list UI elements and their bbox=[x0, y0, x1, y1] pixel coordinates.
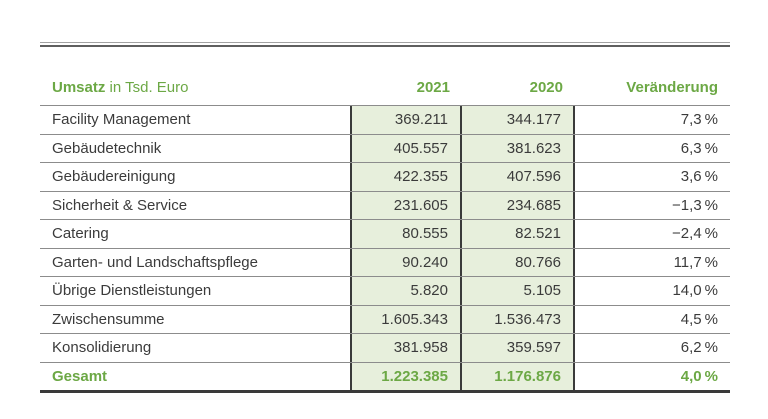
col-header-2021: 2021 bbox=[416, 79, 450, 96]
value-2020: 344.177 bbox=[462, 106, 575, 134]
value-2021: 1.223.385 bbox=[350, 362, 462, 390]
table-row: Sicherheit & Service 231.605 234.685 −1,… bbox=[40, 190, 730, 219]
table-row: Catering 80.555 82.521 −2,4 % bbox=[40, 219, 730, 248]
value-2021: 381.958 bbox=[350, 334, 462, 362]
table-header-row: Umsatz in Tsd. Euro 2021 2020 Veränderun… bbox=[40, 47, 730, 105]
value-2020: 1.536.473 bbox=[462, 305, 575, 333]
change-value: 14,0 % bbox=[672, 282, 718, 300]
value-2021: 369.211 bbox=[350, 106, 462, 134]
value-2020: 80.766 bbox=[462, 248, 575, 276]
value-2020: 359.597 bbox=[462, 334, 575, 362]
row-label: Facility Management bbox=[52, 111, 191, 129]
table-title-bold: Umsatz bbox=[52, 79, 106, 96]
table-title: Umsatz in Tsd. Euro bbox=[40, 79, 350, 96]
value-2020: 234.685 bbox=[462, 191, 575, 219]
change-value: 4,5 % bbox=[680, 310, 718, 328]
row-label: Catering bbox=[52, 225, 109, 243]
row-label: Gesamt bbox=[52, 367, 108, 385]
row-label: Konsolidierung bbox=[52, 339, 152, 357]
table-row: Gebäudetechnik 405.557 381.623 6,3 % bbox=[40, 133, 730, 162]
value-2021: 231.605 bbox=[350, 191, 462, 219]
value-2021: 1.605.343 bbox=[350, 305, 462, 333]
table-title-rest: in Tsd. Euro bbox=[105, 79, 189, 96]
change-value: −1,3 % bbox=[672, 196, 718, 214]
value-2021: 5.820 bbox=[350, 277, 462, 305]
row-label: Sicherheit & Service bbox=[52, 196, 188, 214]
value-2020: 82.521 bbox=[462, 220, 575, 248]
row-label: Gebäudetechnik bbox=[52, 139, 162, 157]
table-row: Gebäudereinigung 422.355 407.596 3,6 % bbox=[40, 162, 730, 191]
value-2020: 381.623 bbox=[462, 134, 575, 162]
row-label: Zwischensumme bbox=[52, 310, 165, 328]
row-label: Gebäudereinigung bbox=[52, 168, 176, 186]
table-row: Facility Management 369.211 344.177 7,3 … bbox=[40, 105, 730, 134]
table-body: Facility Management 369.211 344.177 7,3 … bbox=[40, 105, 730, 393]
table-row: Zwischensumme 1.605.343 1.536.473 4,5 % bbox=[40, 304, 730, 333]
table-row: Garten- und Landschaftspflege 90.240 80.… bbox=[40, 247, 730, 276]
top-double-rule bbox=[40, 42, 730, 47]
value-2021: 422.355 bbox=[350, 163, 462, 191]
table-row: Übrige Dienstleistungen 5.820 5.105 14,0… bbox=[40, 276, 730, 305]
row-label: Garten- und Landschaftspflege bbox=[52, 253, 258, 271]
change-value: 7,3 % bbox=[680, 111, 718, 129]
value-2021: 80.555 bbox=[350, 220, 462, 248]
value-2020: 407.596 bbox=[462, 163, 575, 191]
table-row: Gesamt 1.223.385 1.176.876 4,0 % bbox=[40, 361, 730, 390]
value-2021: 405.557 bbox=[350, 134, 462, 162]
col-header-change: Veränderung bbox=[626, 79, 718, 96]
col-header-2020: 2020 bbox=[529, 79, 563, 96]
table-row: Konsolidierung 381.958 359.597 6,2 % bbox=[40, 333, 730, 362]
row-label: Übrige Dienstleistungen bbox=[52, 282, 212, 300]
change-value: 4,0 % bbox=[680, 367, 718, 385]
value-2020: 5.105 bbox=[462, 277, 575, 305]
value-2021: 90.240 bbox=[350, 248, 462, 276]
revenue-table: Umsatz in Tsd. Euro 2021 2020 Veränderun… bbox=[40, 42, 730, 393]
value-2020: 1.176.876 bbox=[462, 362, 575, 390]
change-value: −2,4 % bbox=[672, 225, 718, 243]
change-value: 3,6 % bbox=[680, 168, 718, 186]
change-value: 6,3 % bbox=[680, 139, 718, 157]
change-value: 11,7 % bbox=[673, 253, 718, 271]
change-value: 6,2 % bbox=[680, 339, 718, 357]
